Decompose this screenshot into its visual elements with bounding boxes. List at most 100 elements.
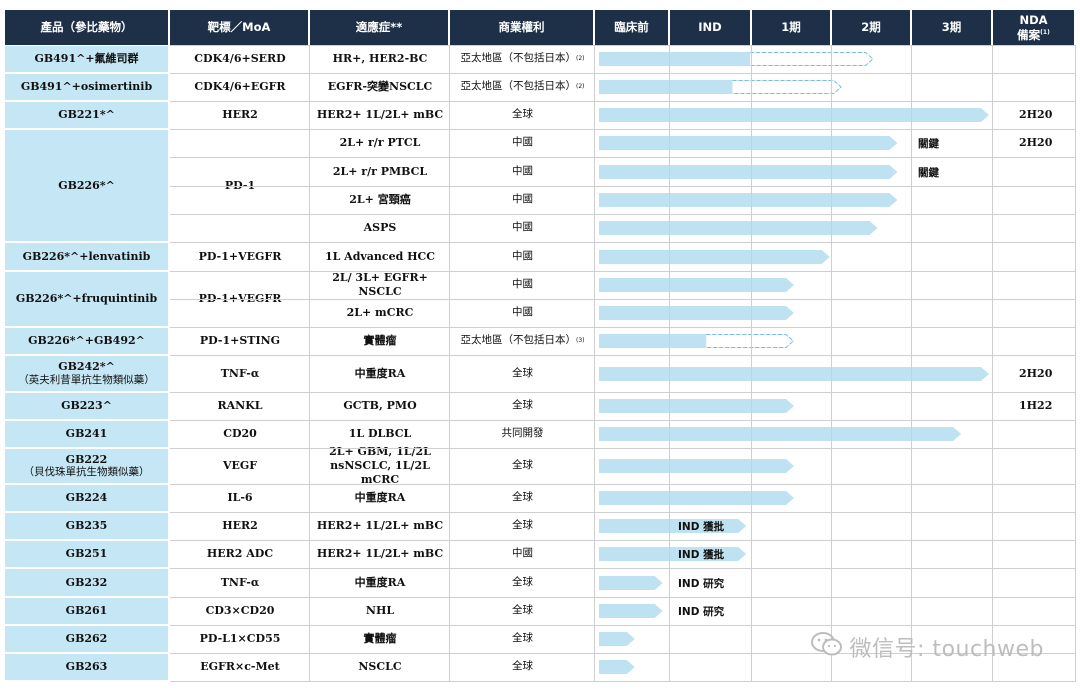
rights-cell: 中國 [450,299,595,327]
product-name: GB226*^+fruquintinib [15,292,158,306]
column-divider [594,45,595,681]
column-divider [669,45,670,681]
product-name: GB226*^+GB492^ [28,334,145,348]
rights-cell: 全球 [450,448,595,484]
progress-bar [599,491,794,505]
progress-annotation: 關鍵 [918,166,939,179]
column-divider [1075,45,1076,681]
rights-cell: 全球 [450,392,595,420]
progress-bar [599,221,878,235]
indication-cell: 實體瘤 [310,327,450,355]
product-cell: GB491^+氟維司群 [5,46,168,72]
progress-bar [599,108,990,122]
product-cell: GB235 [5,513,168,539]
header-0: 產品（參比藥物） [5,10,168,45]
target-cell: TNF-α [170,355,310,392]
progress-annotation: IND 研究 [678,606,725,618]
product-cell: GB241 [5,421,168,447]
column-divider [911,45,912,681]
product-cell: GB222 （貝伐珠單抗生物類似藥） [5,449,168,483]
rights-cell: 中國 [450,214,595,242]
row-divider [170,512,1076,513]
indication-cell: 實體瘤 [310,625,450,653]
indication-cell: NHL [310,597,450,625]
indication-cell: GCTB, PMO [310,392,450,420]
product-cell: GB221*^ [5,102,168,128]
indication-cell: 2L+ r/r PMBCL [310,157,450,186]
product-name: GB232 [65,575,108,589]
header-1: 靶標／MoA [170,10,308,45]
row-divider [170,484,1076,485]
product-cell: GB226*^+lenvatinib [5,243,168,270]
product-name: GB251 [65,547,108,561]
progress-bar [599,632,635,646]
rights-cell: 中國 [450,186,595,214]
progress-bar [599,249,830,264]
header-4: 臨床前 [595,10,668,45]
target-cell: IL-6 [170,484,310,512]
product-cell: GB251 [5,541,168,567]
progress-bar [599,193,898,207]
nda-header-label: NDA 備案(1) [1017,13,1050,42]
nda-timing: 2H20 [1019,108,1053,121]
rights-cell: 全球 [450,653,595,681]
product-name: GB221*^ [58,108,115,122]
row-divider [170,157,1076,158]
target-cell: PD-1 [170,129,310,242]
progress-bar [599,366,990,381]
rights-cell: 全球 [450,512,595,540]
target-cell: PD-L1×CD55 [170,625,310,653]
progress-bar [599,80,842,94]
row-divider [170,271,1076,272]
row-divider [170,392,1076,393]
product-name: GB226*^ [58,178,115,192]
rights-cell: 全球 [450,568,595,597]
target-cell: RANKL [170,392,310,420]
rights-cell: 中國 [450,540,595,568]
rights-cell: 中國 [450,242,595,271]
column-divider [449,45,450,681]
indication-cell: HR+, HER2-BC [310,45,450,73]
rights-cell: 中國 [450,157,595,186]
progress-annotation: IND 研究 [678,577,725,590]
target-cell: VEGF [170,448,310,484]
header-7: 2期 [832,10,910,45]
product-cell: GB262 [5,626,168,652]
product-cell: GB232 [5,569,168,596]
indication-cell: HER2+ 1L/2L+ mBC [310,512,450,540]
rights-cell: 亞太地區（不包括日本） (2) [450,73,595,101]
product-cell: GB242*^ （英夫利昔單抗生物類似藥） [5,356,168,391]
row-divider [170,327,1076,328]
column-divider [992,45,993,681]
target-cell: PD-1+VEGFR [170,242,310,271]
progress-bar [599,306,794,320]
rights-cell: 共同開發 [450,420,595,448]
rights-cell: 全球 [450,101,595,129]
row-divider [170,540,1076,541]
rights-cell: 亞太地區（不包括日本） (3) [450,327,595,355]
progress-bar [599,519,747,533]
indication-cell: 中重度RA [310,568,450,597]
rights-cell: 全球 [450,355,595,392]
row-divider [170,568,1076,569]
row-divider [170,299,1076,300]
target-cell: HER2 [170,101,310,129]
watermark: 微信号: touchweb [810,630,1044,664]
target-cell: HER2 [170,512,310,540]
indication-cell: 中重度RA [310,355,450,392]
target-cell: TNF-α [170,568,310,597]
indication-cell: 中重度RA [310,484,450,512]
progress-bar [599,547,747,561]
indication-cell: 1L Advanced HCC [310,242,450,271]
row-divider [170,101,1076,102]
row-divider [170,448,1076,449]
column-divider [309,45,310,681]
progress-bar [599,278,794,292]
product-cell: GB226*^ [5,130,168,241]
indication-cell: 2L+ 宮頸癌 [310,186,450,214]
progress-bar [599,399,794,413]
indication-cell: ASPS [310,214,450,242]
row-divider [170,597,1076,598]
indication-cell: HER2+ 1L/2L+ mBC [310,101,450,129]
